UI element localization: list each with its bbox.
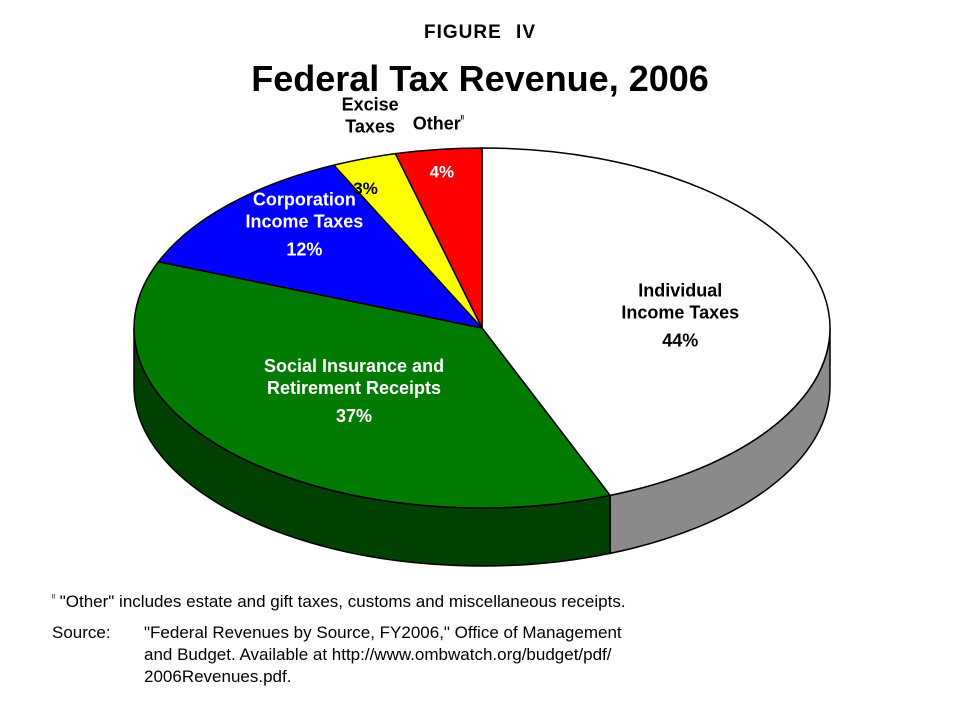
slice-label-corporation-income-taxes: Corporation (253, 190, 356, 210)
slice-value-social-insurance-and-retirement-receipts: 37% (336, 406, 372, 426)
footnote: ᴵᴵ "Other" includes estate and gift taxe… (52, 592, 626, 612)
slice-label-other: Otherᴵᴵ (413, 113, 465, 133)
figure-label: FIGURE IV (423, 22, 536, 43)
chart-title: Federal Tax Revenue, 2006 (251, 58, 709, 99)
slice-value-corporation-income-taxes: 12% (286, 240, 322, 260)
slice-label-social-insurance-and-retirement-receipts: Social Insurance and (264, 356, 444, 376)
slice-value-excise-taxes: 3% (353, 179, 378, 198)
slice-label-excise-taxes: Excise (342, 95, 399, 115)
footnote-mark: ᴵᴵ (52, 592, 56, 603)
pie-slice-corporation-income-taxes (157, 164, 483, 329)
slice-value-individual-income-taxes: 44% (662, 330, 698, 350)
source-line-1: "Federal Revenues by Source, FY2006," Of… (144, 623, 622, 642)
pie-slice-other (394, 147, 483, 329)
source-line-3: 2006Revenues.pdf. (144, 667, 292, 686)
pie-slice-individual-income-taxes (481, 147, 831, 497)
slice-label-social-insurance-and-retirement-receipts: Retirement Receipts (267, 378, 441, 398)
source-label: Source: (52, 623, 111, 642)
slice-label-corporation-income-taxes: Income Taxes (246, 212, 364, 232)
pie-slice-social-insurance-and-retirement-receipts (133, 260, 611, 509)
slice-value-other: 4% (430, 163, 455, 182)
source-note: Source: "Federal Revenues by Source, FY20… (52, 622, 872, 688)
pie-slices (133, 147, 831, 509)
slice-label-individual-income-taxes: Individual (638, 280, 722, 300)
slice-label-individual-income-taxes: Income Taxes (621, 302, 739, 322)
slice-label-excise-taxes: Taxes (345, 117, 395, 137)
source-line-2: and Budget. Available at http://www.ombw… (144, 645, 612, 664)
footnote-text: "Other" includes estate and gift taxes, … (59, 592, 626, 611)
